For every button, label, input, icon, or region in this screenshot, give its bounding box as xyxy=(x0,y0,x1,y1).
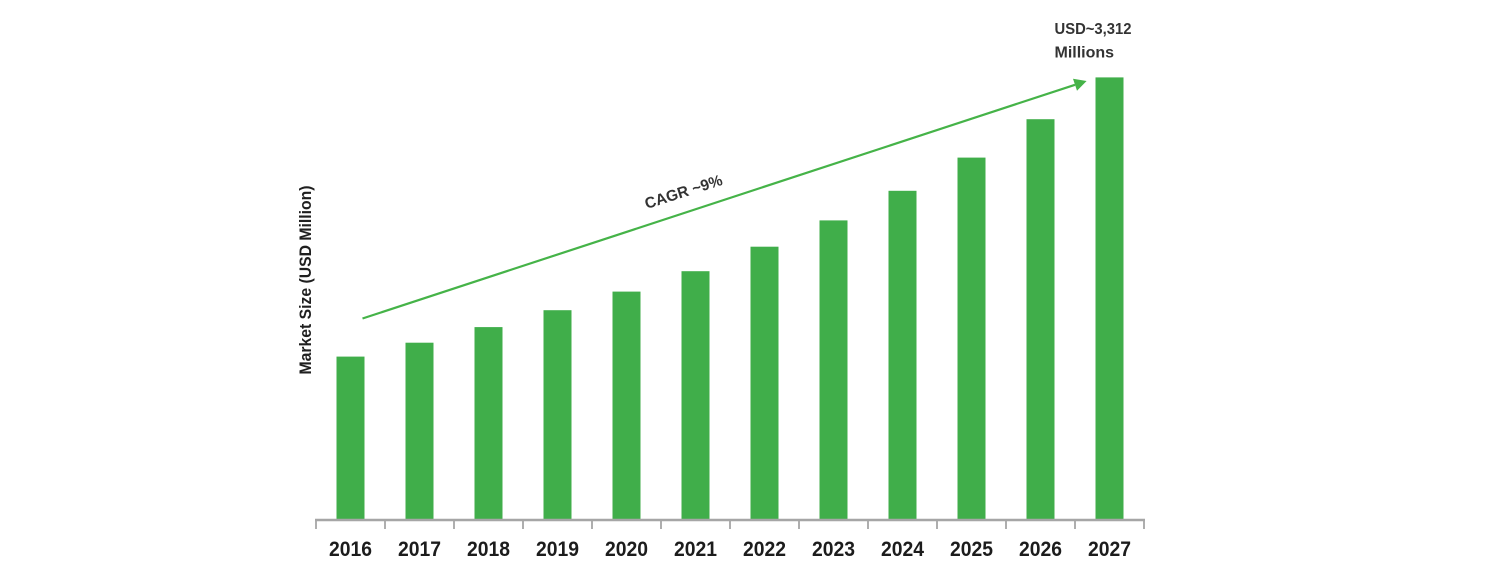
svg-text:Market Size (USD Million): Market Size (USD Million) xyxy=(297,186,315,375)
svg-text:2022: 2022 xyxy=(743,538,786,561)
svg-text:2019: 2019 xyxy=(536,538,579,561)
svg-text:2020: 2020 xyxy=(605,538,648,561)
svg-text:2021: 2021 xyxy=(674,538,717,561)
svg-text:2018: 2018 xyxy=(467,538,510,561)
svg-text:2024: 2024 xyxy=(881,538,924,561)
svg-text:2026: 2026 xyxy=(1019,538,1062,561)
svg-text:2027: 2027 xyxy=(1088,538,1131,561)
svg-text:2023: 2023 xyxy=(812,538,855,561)
svg-text:2017: 2017 xyxy=(398,538,441,561)
svg-text:USD~3,312: USD~3,312 xyxy=(1055,21,1132,38)
svg-text:Millions: Millions xyxy=(1055,44,1115,61)
svg-text:2025: 2025 xyxy=(950,538,993,561)
svg-text:2016: 2016 xyxy=(329,538,372,561)
